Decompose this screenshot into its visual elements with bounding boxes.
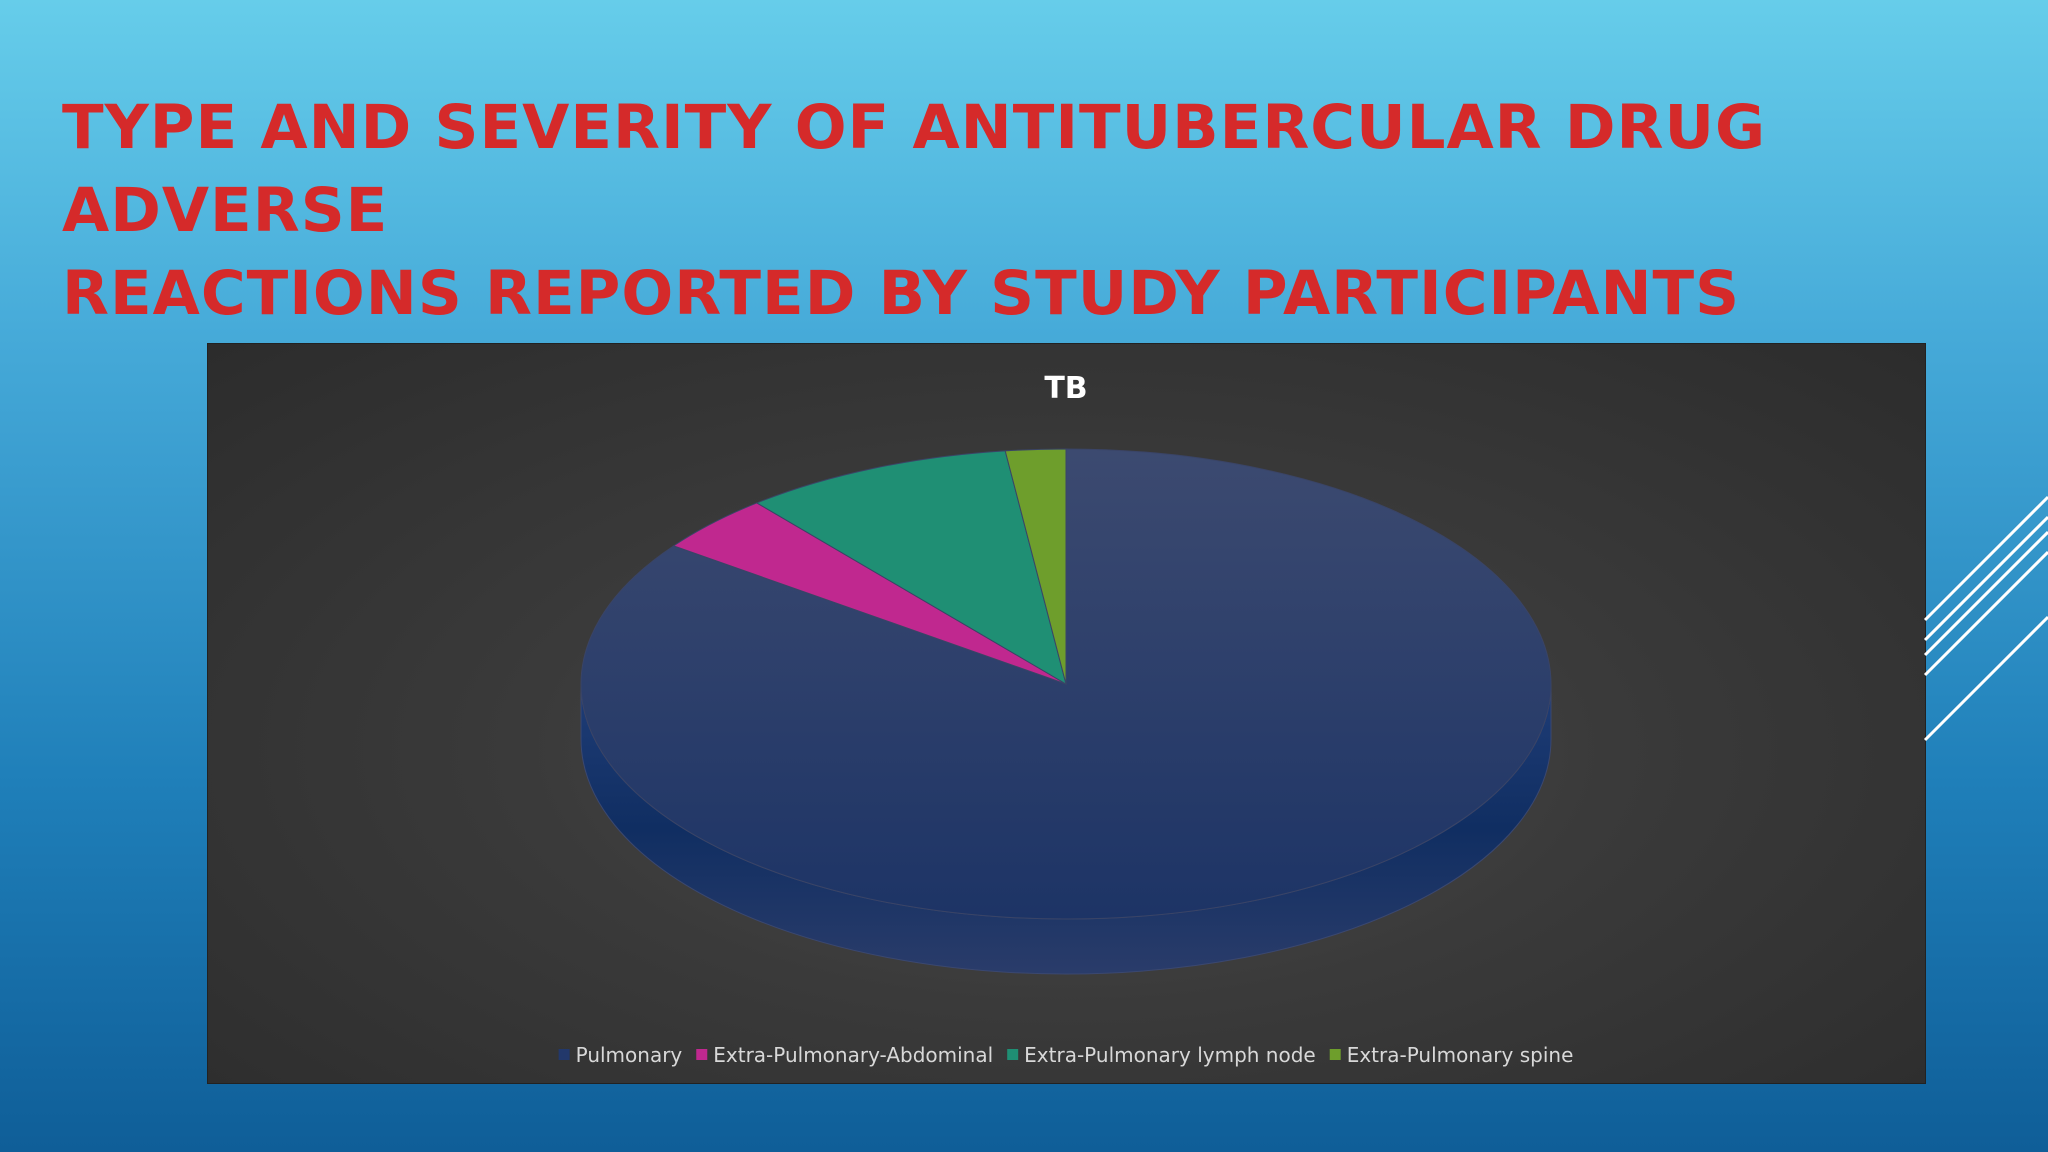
pie-chart: TB Pulmonary Extra-Pulmonary-Abdominal Ext… (558, 371, 1574, 1067)
slide-title-line-1: TYPE AND SEVERITY OF ANTITUBERCULAR DRUG… (62, 92, 1767, 246)
legend-label-extra-pulmonary-abdominal: Extra-Pulmonary-Abdominal (713, 1043, 993, 1067)
chart-legend: Pulmonary Extra-Pulmonary-Abdominal Extra-… (558, 1043, 1574, 1067)
legend-swatch-pulmonary (558, 1049, 570, 1060)
chart-panel: TB Pulmonary Extra-Pulmonary-Abdominal Ext… (207, 343, 1926, 1084)
legend-swatch-extra-pulmonary-abdominal (696, 1049, 708, 1060)
pie-slice-extra-pulmonary-lymph-node (755, 450, 1067, 686)
pie-slice-extra-pulmonary-spine (1004, 448, 1067, 685)
decorative-lines (1923, 495, 2048, 742)
legend-swatch-extra-pulmonary-lymph-node (1007, 1049, 1019, 1060)
legend-swatch-extra-pulmonary-spine (1329, 1049, 1341, 1060)
pie-slices (580, 448, 1552, 920)
slide-title: TYPE AND SEVERITY OF ANTITUBERCULAR DRUG… (62, 86, 1962, 335)
legend-label-extra-pulmonary-lymph-node: Extra-Pulmonary lymph node (1024, 1043, 1316, 1067)
chart-title: TB (1044, 371, 1087, 406)
legend-label-pulmonary: Pulmonary (576, 1043, 683, 1067)
legend-label-extra-pulmonary-spine: Extra-Pulmonary spine (1347, 1043, 1574, 1067)
slide-title-line-2: REACTIONS REPORTED BY STUDY PARTICIPANTS (62, 258, 1741, 329)
